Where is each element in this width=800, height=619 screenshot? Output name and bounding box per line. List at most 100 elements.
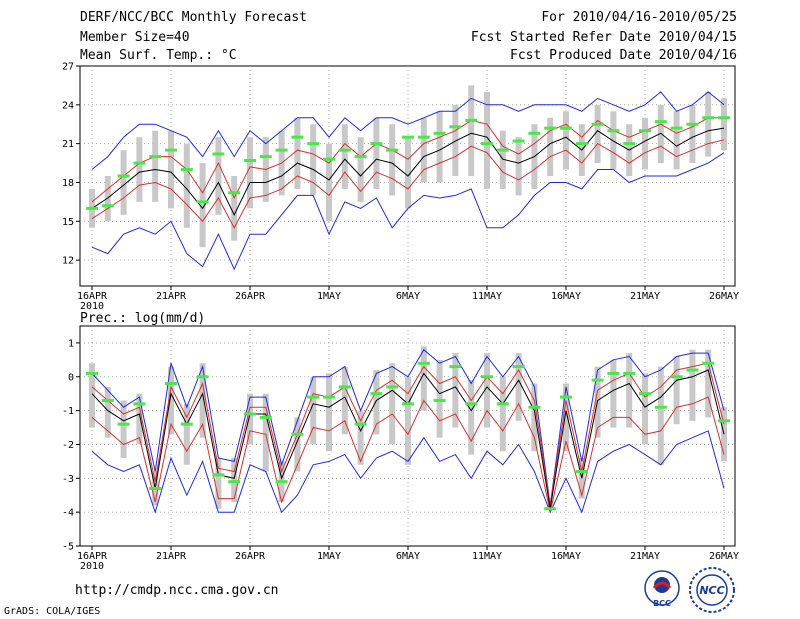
quartile-bar: [120, 400, 127, 458]
observed-marker: [370, 392, 383, 396]
quartile-bar: [610, 359, 617, 428]
quartile-bar: [294, 417, 301, 472]
observed-marker: [607, 371, 620, 375]
quartile-bar: [183, 143, 190, 228]
observed-marker: [244, 412, 256, 416]
observed-marker: [228, 191, 241, 195]
spread-upper-line: [91, 117, 724, 203]
quartile-bar: [262, 393, 269, 472]
observed-marker: [180, 168, 193, 172]
quartile-bar: [341, 124, 348, 189]
quartile-bar: [231, 176, 238, 241]
spread-upper-line: [91, 362, 725, 506]
observed-marker: [165, 148, 177, 152]
observed-marker: [496, 148, 509, 152]
observed-marker: [133, 161, 146, 165]
quartile-bar: [468, 380, 475, 455]
observed-marker: [86, 206, 98, 210]
observed-marker: [449, 365, 462, 369]
quartile-bar: [563, 111, 569, 170]
quartile-bar: [420, 346, 427, 411]
ncc-logo: NCC: [688, 566, 736, 614]
y-tick-label: -2: [62, 440, 74, 451]
x-tick-label: 16APR: [77, 551, 108, 562]
bcc-logo-text: BCC: [653, 599, 671, 608]
quartile-bar: [484, 91, 490, 189]
quartile-bar: [247, 393, 253, 445]
x-tick-label: 11MAY: [472, 551, 502, 562]
observed-marker: [165, 382, 177, 386]
observed-marker: [275, 480, 288, 484]
observed-marker: [623, 371, 636, 375]
quartile-bar: [294, 117, 301, 189]
quartile-bar: [120, 150, 127, 215]
x-tick-label: 21MAY: [630, 551, 660, 562]
y-tick-label: -3: [62, 474, 74, 485]
observed-marker: [544, 126, 557, 130]
observed-marker: [496, 402, 509, 406]
quartile-bar: [405, 137, 411, 209]
observed-marker: [402, 402, 414, 406]
x-tick-label: 16MAY: [551, 291, 581, 302]
quartile-bar: [247, 137, 253, 209]
quartile-bar: [452, 353, 459, 428]
observed-marker: [307, 395, 320, 399]
quartile-bar: [705, 349, 712, 418]
quartile-bar: [341, 366, 348, 435]
variable-label: Mean Surf. Temp.: °C: [80, 48, 237, 63]
x-tick-label: 1MAY: [317, 291, 341, 302]
observed-marker: [481, 375, 493, 379]
observed-marker: [544, 507, 557, 511]
y-tick-label: 15: [62, 217, 74, 228]
observed-marker: [512, 365, 525, 369]
observed-marker: [686, 122, 699, 126]
observed-marker: [228, 480, 241, 484]
observed-marker: [212, 473, 225, 477]
quartile-bar: [373, 117, 380, 189]
observed-marker: [433, 131, 446, 135]
observed-marker: [244, 158, 256, 162]
observed-marker: [449, 125, 462, 129]
observed-marker: [607, 129, 620, 133]
x-tick-label: 16MAY: [551, 551, 581, 562]
quartile-bar: [689, 104, 696, 164]
x-tick-label: 26APR: [235, 551, 266, 562]
quartile-bar: [199, 163, 206, 248]
observed-marker: [149, 486, 162, 490]
x-tick-label: 16APR: [77, 291, 108, 302]
observed-marker: [133, 402, 146, 406]
observed-marker: [275, 148, 288, 152]
fcst-produced-date: Fcst Produced Date 2010/04/16: [510, 48, 737, 63]
quartile-bar: [626, 353, 633, 428]
observed-marker: [702, 116, 715, 120]
quartile-bar: [436, 359, 443, 438]
quartile-bar: [420, 117, 427, 183]
footer-url[interactable]: http://cmdp.ncc.cma.gov.cn: [75, 583, 279, 598]
member-size: Member Size=40: [80, 30, 190, 45]
observed-marker: [433, 398, 446, 402]
quartile-bar: [405, 376, 411, 465]
observed-marker: [654, 405, 667, 409]
quartile-bar: [231, 458, 238, 502]
quartile-bar: [468, 85, 475, 176]
observed-marker: [512, 139, 525, 143]
observed-marker: [402, 135, 414, 139]
quartile-bar: [373, 370, 380, 435]
x-tick-year-label: 2010: [80, 561, 104, 572]
forecast-period: For 2010/04/16-2010/05/25: [541, 10, 737, 25]
x-tick-label: 26MAY: [709, 291, 739, 302]
observed-marker: [117, 422, 130, 426]
x-tick-label: 21APR: [156, 551, 187, 562]
quartile-bar: [499, 376, 506, 452]
quartile-bar: [326, 143, 332, 222]
y-tick-label: -4: [62, 508, 74, 519]
quartile-bar: [484, 353, 490, 428]
observed-marker: [101, 398, 114, 402]
quartile-bar: [705, 91, 712, 157]
quartile-bar: [642, 373, 648, 445]
ensemble-max-line: [91, 91, 725, 170]
quartile-bar: [547, 117, 554, 176]
observed-marker: [323, 157, 335, 161]
observed-marker: [639, 392, 651, 396]
y-tick-label: 27: [62, 62, 74, 73]
